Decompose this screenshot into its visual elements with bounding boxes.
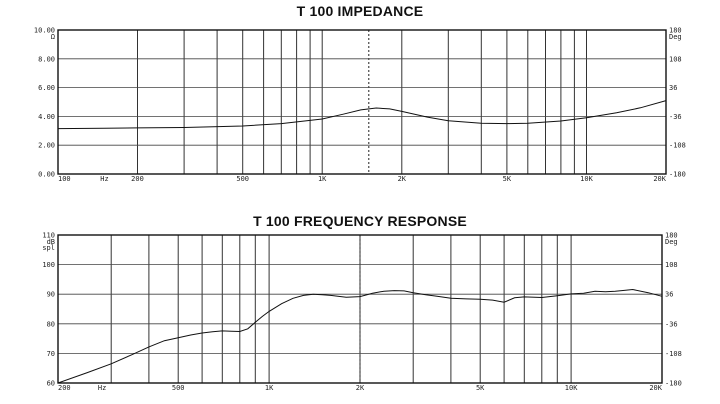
- right-tick-label: 36: [665, 291, 673, 299]
- x-tick-label: 10K: [580, 175, 593, 183]
- series-line: [57, 288, 663, 384]
- y-unit-label: Ω: [51, 33, 55, 41]
- right-unit-label: Deg: [665, 238, 678, 246]
- right-unit-label: Deg: [669, 33, 682, 41]
- x-tick-label: 5K: [503, 175, 512, 183]
- x-tick-label: 5K: [476, 384, 485, 392]
- right-tick-label: 180: [665, 232, 678, 240]
- y-unit-label: spl: [42, 244, 55, 252]
- right-tick-label: -36: [669, 113, 682, 121]
- x-tick-label: 100: [58, 175, 71, 183]
- series-line: [57, 100, 667, 130]
- y-tick-label: 0.00: [38, 171, 55, 179]
- plot-frame: [57, 234, 663, 384]
- y-tick-label: 6.00: [38, 84, 55, 92]
- y-tick-label: 2.00: [38, 142, 55, 150]
- y-tick-label: 80: [47, 320, 55, 328]
- right-tick-label: -108: [669, 142, 686, 150]
- x-tick-label: 200: [58, 384, 71, 392]
- right-tick-label: -108: [665, 350, 682, 358]
- y-tick-label: 110: [42, 232, 55, 240]
- right-tick-label: -36: [665, 320, 678, 328]
- x-tick-label: 200: [131, 175, 144, 183]
- y-tick-label: 4.00: [38, 113, 55, 121]
- x-tick-label: 1K: [318, 175, 327, 183]
- x-tick-label: Hz: [98, 384, 106, 392]
- y-unit-label: dB: [47, 238, 55, 246]
- x-tick-label: Hz: [100, 175, 108, 183]
- y-tick-label: 8.00: [38, 55, 55, 63]
- x-tick-label: 20K: [649, 384, 662, 392]
- frequency-response-chart-title: T 100 FREQUENCY RESPONSE: [253, 213, 467, 229]
- plot-frame: [57, 29, 667, 175]
- y-tick-label: 60: [47, 380, 55, 388]
- x-tick-label: 2K: [398, 175, 407, 183]
- right-tick-label: 36: [669, 84, 677, 92]
- x-tick-label: 10K: [565, 384, 578, 392]
- x-tick-label: 500: [236, 175, 249, 183]
- y-tick-label: 10.00: [34, 27, 55, 35]
- y-tick-label: 70: [47, 350, 55, 358]
- right-tick-label: 108: [669, 55, 682, 63]
- x-tick-label: 1K: [265, 384, 274, 392]
- impedance-chart-title: T 100 IMPEDANCE: [296, 3, 424, 19]
- x-tick-label: 2K: [356, 384, 365, 392]
- right-tick-label: 108: [665, 261, 678, 269]
- y-tick-label: 100: [42, 261, 55, 269]
- right-tick-label: -180: [665, 380, 682, 388]
- right-tick-label: -180: [669, 171, 686, 179]
- x-tick-label: 500: [172, 384, 185, 392]
- x-tick-label: 20K: [653, 175, 666, 183]
- right-tick-label: 180: [669, 27, 682, 35]
- y-tick-label: 90: [47, 291, 55, 299]
